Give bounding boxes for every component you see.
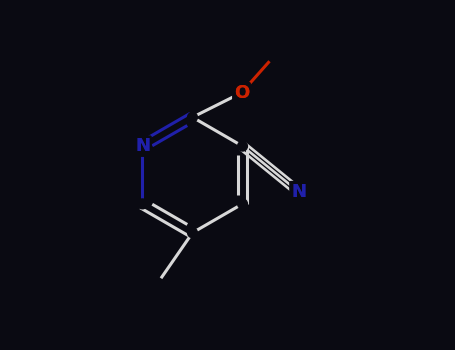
- Text: N: N: [291, 183, 306, 201]
- Text: N: N: [135, 137, 150, 155]
- Circle shape: [137, 141, 147, 151]
- Circle shape: [238, 199, 248, 209]
- Text: N: N: [135, 137, 150, 155]
- Text: N: N: [291, 183, 306, 201]
- Circle shape: [187, 112, 197, 122]
- Circle shape: [292, 186, 305, 198]
- Text: O: O: [234, 84, 249, 102]
- Circle shape: [187, 228, 197, 238]
- Circle shape: [235, 86, 248, 99]
- Text: O: O: [234, 84, 249, 102]
- Circle shape: [238, 141, 248, 151]
- Circle shape: [137, 199, 147, 209]
